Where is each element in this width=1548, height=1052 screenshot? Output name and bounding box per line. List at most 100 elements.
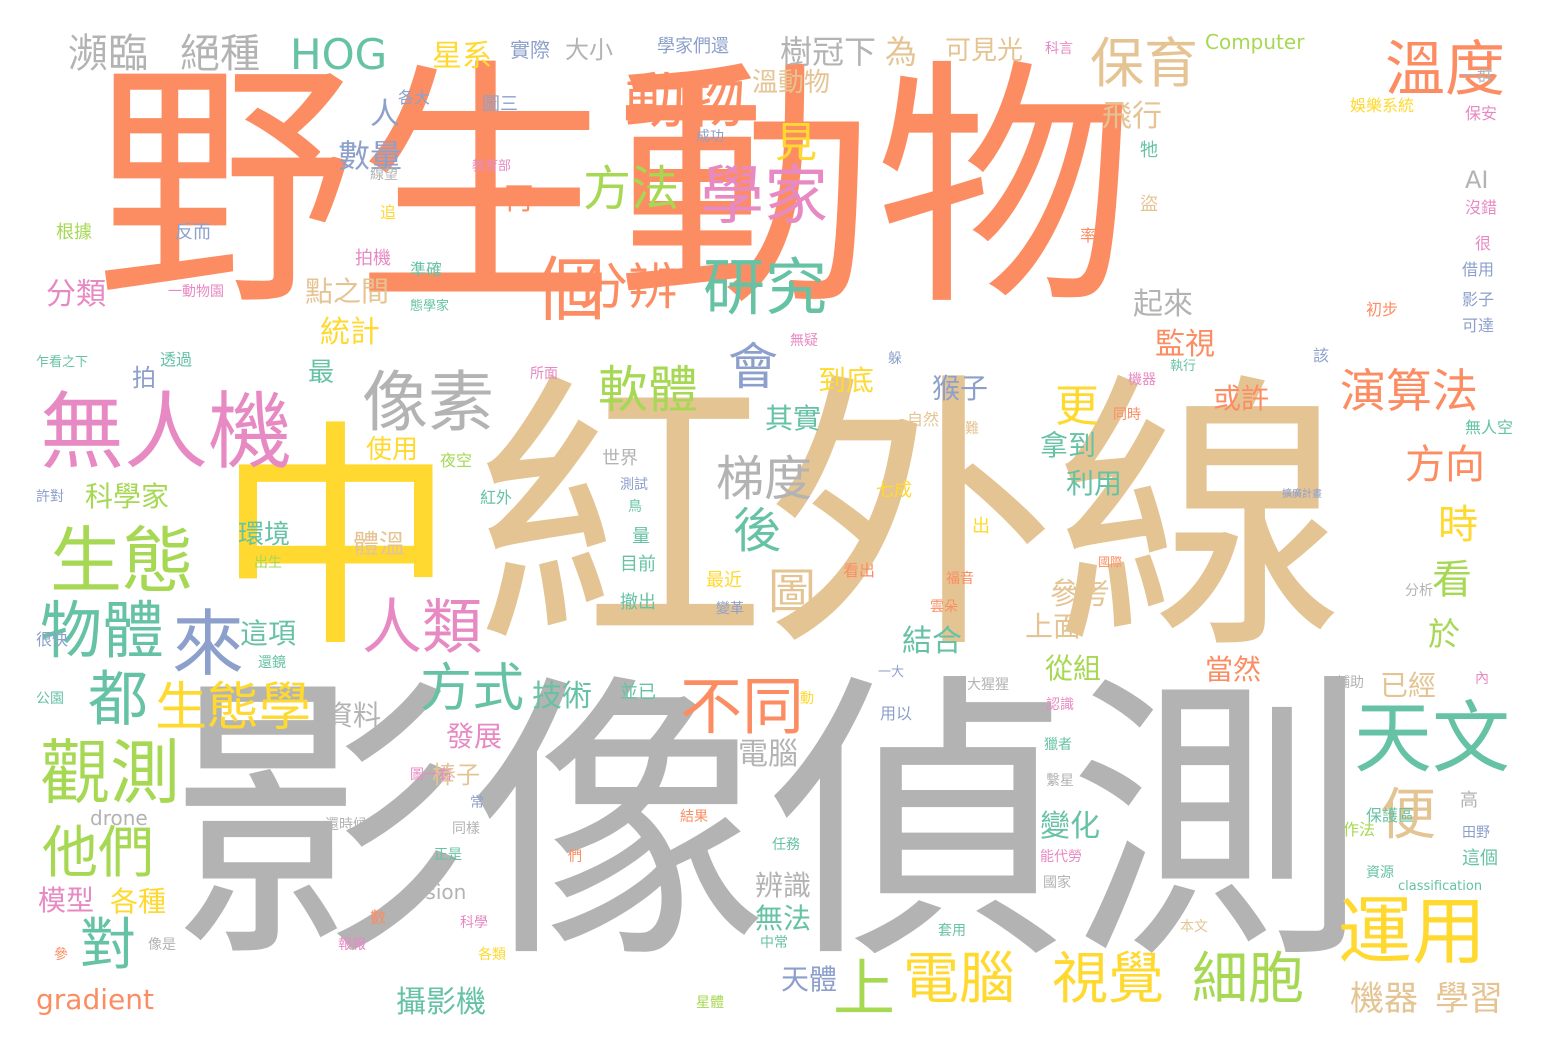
cloud-word: 他們 <box>42 821 154 886</box>
cloud-word: 來 <box>172 602 245 686</box>
cloud-word: classification <box>1398 879 1483 894</box>
cloud-word: 自然 <box>907 410 940 429</box>
cloud-word: 們 <box>568 849 582 865</box>
cloud-word: 後 <box>733 503 782 559</box>
cloud-word: 出 <box>972 516 990 537</box>
cloud-word: 沒錯 <box>1465 198 1498 217</box>
cloud-word: 報報 <box>338 937 366 953</box>
cloud-word: 野生動物 <box>95 39 1135 341</box>
cloud-word: 便 <box>1380 783 1436 848</box>
cloud-word: 中常 <box>760 935 788 951</box>
cloud-word: 所面 <box>530 366 558 382</box>
cloud-word: 正是 <box>434 847 462 863</box>
cloud-word: 認識 <box>1046 697 1074 713</box>
cloud-word: 這項 <box>240 617 297 650</box>
cloud-word: 影子 <box>1462 290 1495 309</box>
cloud-word: 各類 <box>478 947 506 963</box>
cloud-word: 最近 <box>706 570 742 591</box>
cloud-word: 到底 <box>818 364 875 397</box>
cloud-word: 成功 <box>696 129 724 145</box>
cloud-word: 對 <box>80 913 136 978</box>
cloud-word: 同樣 <box>452 821 480 837</box>
cloud-word: 中 <box>216 400 457 680</box>
cloud-word: 初步 <box>1366 300 1399 319</box>
cloud-word: 變化 <box>1040 809 1100 844</box>
cloud-word: drone <box>90 806 148 830</box>
cloud-word: 動 <box>800 691 814 707</box>
cloud-word: 學家們還 <box>657 36 729 57</box>
cloud-word: 輔助 <box>1336 675 1364 691</box>
cloud-word: 電腦 <box>903 947 1015 1012</box>
cloud-word: 上 <box>833 952 896 1025</box>
cloud-word: 演算法 <box>1340 364 1478 418</box>
cloud-word: 各大 <box>398 88 431 107</box>
cloud-word: 像素 <box>362 364 494 441</box>
cloud-word: 環境 <box>238 520 291 550</box>
cloud-word: 溫度 <box>1385 35 1505 105</box>
cloud-word: 更 <box>1055 381 1099 432</box>
cloud-word: 能代勞 <box>1040 849 1082 865</box>
cloud-word: 娛樂系統 <box>1350 96 1415 115</box>
cloud-word: 方向 <box>1405 442 1485 488</box>
cloud-word: 圖三 <box>482 94 518 115</box>
cloud-word: 本文 <box>1180 919 1208 935</box>
cloud-word: 於 <box>1428 615 1461 653</box>
cloud-word: 學家 <box>700 160 828 234</box>
cloud-word: 追 <box>380 203 397 222</box>
cloud-word: 這個 <box>1462 848 1498 869</box>
cloud-word: 田野 <box>1462 825 1490 841</box>
cloud-word: 很快 <box>36 630 69 649</box>
cloud-word: 獵者 <box>1044 737 1072 753</box>
cloud-word: 圖 <box>768 564 817 620</box>
cloud-word: 準確 <box>410 260 443 279</box>
cloud-word: 福音 <box>946 571 974 587</box>
cloud-word: 實際 <box>510 38 550 62</box>
cloud-word: 細胞 <box>1192 947 1304 1012</box>
cloud-word: 為 <box>885 33 918 71</box>
cloud-word: 可達 <box>1462 316 1495 335</box>
cloud-word: 分類 <box>46 277 106 312</box>
cloud-word: 或許 <box>1213 382 1270 415</box>
cloud-word: 數 <box>370 908 387 927</box>
cloud-word: 資料 <box>325 699 382 732</box>
cloud-word: 天體 <box>781 963 838 996</box>
cloud-word: 躲 <box>888 351 902 367</box>
cloud-word: 攝影機 <box>396 985 486 1020</box>
cloud-word: 雲朵 <box>930 599 958 615</box>
cloud-word: 絕種 <box>180 31 260 77</box>
cloud-word: 統計 <box>320 315 380 350</box>
cloud-word: 人類 <box>362 593 482 663</box>
cloud-word: 生態 <box>50 519 195 603</box>
cloud-word: 科學家 <box>85 480 170 513</box>
cloud-word: 紅外 <box>480 488 513 507</box>
cloud-word: 看出 <box>843 561 876 580</box>
cloud-word: 率 <box>1080 226 1097 245</box>
cloud-word: 用以 <box>880 704 913 723</box>
cloud-word: 教育部 <box>472 159 512 174</box>
cloud-word: 內 <box>1475 671 1489 687</box>
cloud-word: 軟體 <box>598 361 698 419</box>
cloud-word: 許對 <box>36 489 64 505</box>
cloud-word: 借用 <box>1462 260 1495 279</box>
cloud-word: 最 <box>308 358 335 388</box>
cloud-word: 國際 <box>1098 555 1123 569</box>
cloud-word: 難 <box>965 421 979 437</box>
cloud-word: 參考 <box>1050 577 1110 612</box>
cloud-word: 人 <box>370 97 400 132</box>
cloud-word: 物體 <box>40 594 165 667</box>
cloud-word: 星體 <box>696 995 724 1011</box>
cloud-word: 機器 <box>1128 372 1156 388</box>
cloud-word: 量 <box>632 526 650 547</box>
cloud-word: 拍機 <box>355 248 391 269</box>
cloud-word: 作法 <box>1343 820 1376 839</box>
cloud-word: 起來 <box>1133 287 1193 322</box>
cloud-word: 無人空 <box>1465 418 1514 437</box>
cloud-word: 可見光 <box>945 36 1024 66</box>
cloud-word: 梯度 <box>716 451 813 507</box>
cloud-word: 方法 <box>583 161 680 217</box>
cloud-word: 模型 <box>38 884 95 917</box>
cloud-word: 透過 <box>160 350 193 369</box>
cloud-word: 體溫 <box>353 530 406 560</box>
cloud-word: 反而 <box>175 222 211 243</box>
cloud-word: 很 <box>1475 234 1492 253</box>
